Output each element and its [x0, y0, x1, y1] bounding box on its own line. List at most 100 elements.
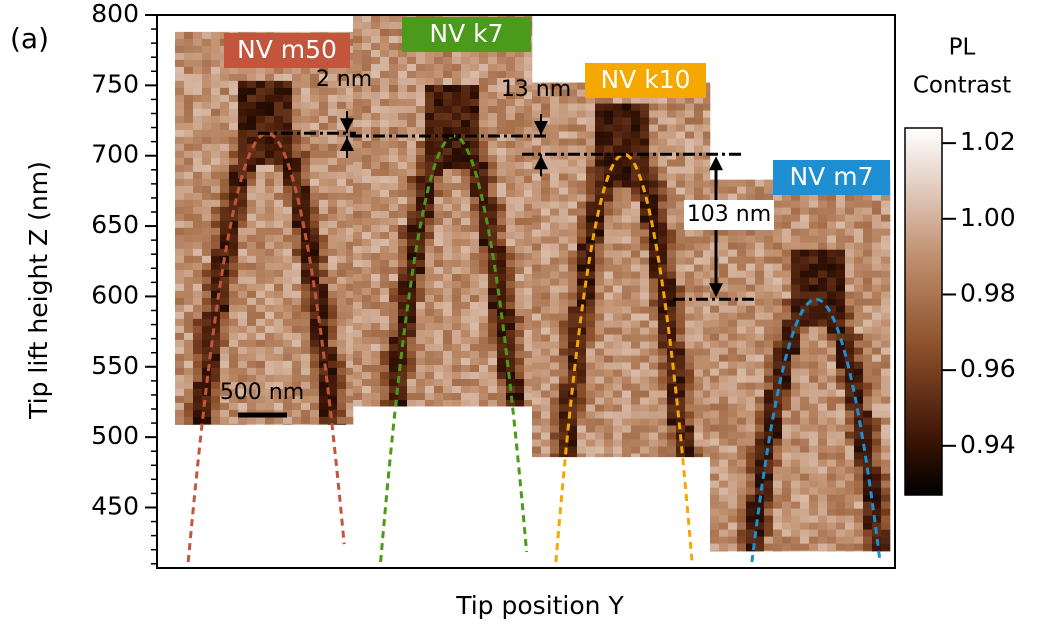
- heatmap-cell: [398, 379, 408, 387]
- heatmap-cell: [506, 323, 516, 331]
- heatmap-cell: [649, 250, 659, 258]
- heatmap-cell: [184, 241, 194, 250]
- heatmap-cell: [577, 397, 587, 405]
- heatmap-cell: [452, 344, 462, 352]
- heatmap-cell: [613, 180, 623, 188]
- heatmap-cell: [532, 222, 542, 230]
- heatmap-cell: [800, 319, 810, 327]
- heatmap-cell: [346, 87, 354, 96]
- heatmap-cell: [649, 411, 659, 419]
- heatmap-cell: [532, 250, 542, 258]
- heatmap-cell: [497, 379, 507, 387]
- heatmap-cell: [613, 418, 623, 426]
- heatmap-cell: [694, 159, 704, 167]
- heatmap-cell: [452, 169, 462, 177]
- heatmap-cell: [872, 410, 882, 418]
- heatmap-cell: [256, 416, 266, 425]
- heatmap-cell: [229, 339, 239, 348]
- heatmap-cell: [764, 361, 774, 369]
- heatmap-cell: [800, 200, 810, 208]
- heatmap-cell: [175, 122, 185, 131]
- heatmap-cell: [506, 183, 516, 191]
- heatmap-cell: [809, 403, 819, 411]
- heatmap-cell: [809, 270, 819, 278]
- heatmap-cell: [193, 297, 203, 306]
- heatmap-cell: [863, 347, 873, 355]
- heatmap-cell: [398, 197, 408, 205]
- heatmap-cell: [175, 318, 185, 327]
- heatmap-cell: [532, 96, 542, 104]
- heatmap-cell: [710, 550, 720, 552]
- heatmap-cell: [550, 271, 560, 279]
- heatmap-cell: [719, 424, 729, 432]
- heatmap-cell: [470, 204, 480, 212]
- heatmap-cell: [479, 190, 489, 198]
- heatmap-cell: [595, 327, 605, 335]
- heatmap-cell: [452, 302, 462, 310]
- heatmap-cell: [443, 379, 453, 387]
- heatmap-cell: [737, 431, 747, 439]
- heatmap-cell: [434, 372, 444, 380]
- heatmap-cell: [595, 285, 605, 293]
- heatmap-cell: [737, 522, 747, 530]
- heatmap-cell: [791, 256, 801, 264]
- heatmap-cell: [836, 256, 846, 264]
- heatmap-cell: [470, 113, 480, 121]
- heatmap-cell: [586, 334, 596, 342]
- heatmap-cell: [649, 432, 659, 440]
- heatmap-cell: [827, 235, 837, 243]
- heatmap-cell: [667, 222, 677, 230]
- heatmap-cell: [506, 190, 516, 198]
- heatmap-cell: [541, 222, 551, 230]
- heatmap-cell: [193, 31, 203, 40]
- heatmap-cell: [836, 340, 846, 348]
- heatmap-cell: [211, 367, 221, 376]
- heatmap-cell: [622, 425, 632, 433]
- heatmap-cell: [703, 229, 711, 237]
- heatmap-cell: [559, 250, 569, 258]
- heatmap-cell: [380, 323, 390, 331]
- heatmap-cell: [497, 190, 507, 198]
- heatmap-cell: [371, 351, 381, 359]
- heatmap-cell: [407, 225, 417, 233]
- heatmap-cell: [425, 400, 435, 407]
- heatmap-cell: [863, 263, 873, 271]
- heatmap-cell: [515, 260, 525, 268]
- heatmap-cell: [881, 515, 891, 523]
- heatmap-cell: [737, 326, 747, 334]
- heatmap-cell: [604, 390, 614, 398]
- heatmap-cell: [863, 354, 873, 362]
- heatmap-cell: [845, 256, 855, 264]
- heatmap-cell: [631, 187, 641, 195]
- heatmap-cell: [211, 38, 221, 47]
- heatmap-cell: [809, 459, 819, 467]
- heatmap-cell: [515, 393, 525, 401]
- heatmap-cell: [506, 176, 516, 184]
- heatmap-cell: [685, 145, 695, 153]
- heatmap-cell: [604, 334, 614, 342]
- heatmap-cell: [407, 92, 417, 100]
- heatmap-cell: [881, 263, 891, 271]
- heatmap-cell: [220, 360, 230, 369]
- heatmap-cell: [710, 368, 720, 376]
- heatmap-cell: [175, 297, 185, 306]
- colorbar-tick-label: 0.98: [960, 278, 1016, 307]
- heatmap-cell: [175, 185, 185, 194]
- heatmap-cell: [328, 353, 338, 362]
- heatmap-cell: [193, 318, 203, 327]
- heatmap-cell: [310, 178, 320, 187]
- heatmap-cell: [836, 389, 846, 397]
- heatmap-cell: [515, 351, 525, 359]
- heatmap-cell: [247, 395, 257, 404]
- heatmap-cell: [845, 543, 855, 551]
- heatmap-cell: [676, 222, 686, 230]
- heatmap-cell: [193, 283, 203, 292]
- heatmap-cell: [577, 348, 587, 356]
- heatmap-cell: [220, 325, 230, 334]
- heatmap-cell: [809, 473, 819, 481]
- heatmap-cell: [800, 417, 810, 425]
- heatmap-cell: [604, 439, 614, 447]
- heatmap-cell: [470, 92, 480, 100]
- heatmap-cell: [265, 325, 275, 334]
- heatmap-cell: [622, 362, 632, 370]
